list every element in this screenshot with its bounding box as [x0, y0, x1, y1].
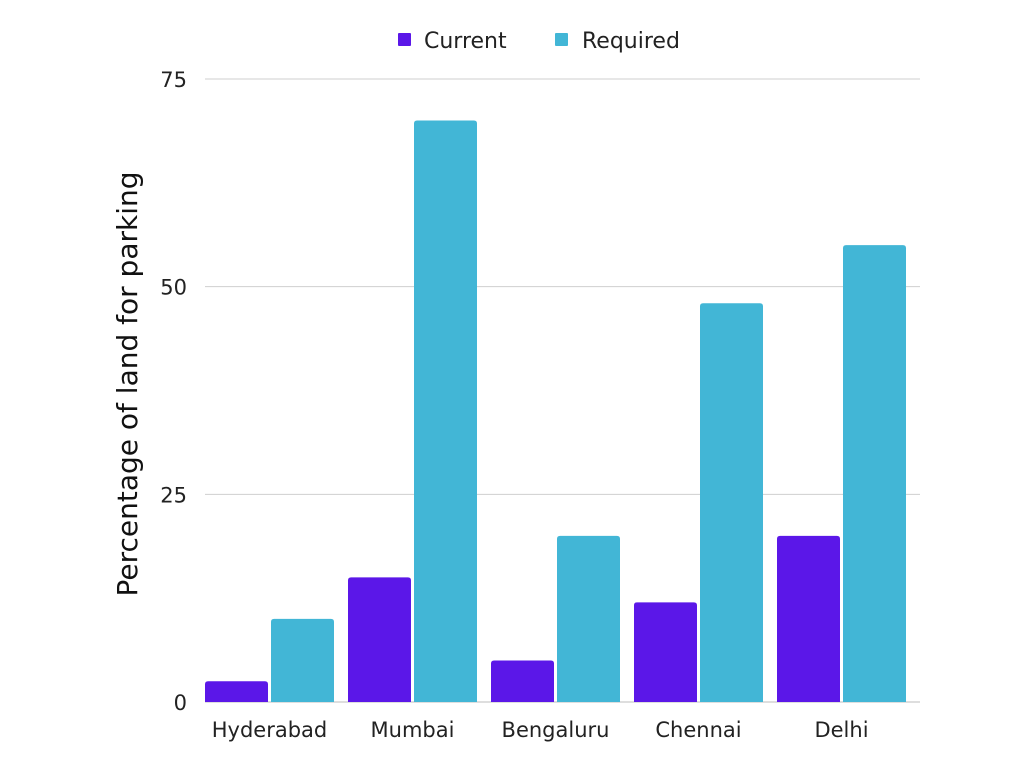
y-tick-label-75: 75 [160, 68, 187, 92]
bar-required-chennai [700, 303, 763, 702]
legend-label-required: Required [582, 29, 680, 54]
bar-current-hyderabad [205, 681, 268, 702]
legend-label-current: Current [424, 29, 507, 54]
y-axis-ticks: 0 25 50 75 [160, 68, 187, 715]
y-tick-label-50: 50 [160, 276, 187, 300]
bar-current-mumbai [348, 577, 411, 702]
legend-swatch-current [398, 33, 411, 46]
x-tick-label-delhi: Delhi [814, 718, 868, 742]
x-tick-label-mumbai: Mumbai [371, 718, 455, 742]
bar-current-delhi [777, 535, 840, 702]
legend: Current Required [398, 29, 680, 54]
bar-required-delhi [843, 245, 906, 702]
x-tick-label-chennai: Chennai [655, 718, 741, 742]
y-axis-title: Percentage of land for parking [111, 171, 144, 596]
x-tick-label-hyderabad: Hyderabad [212, 718, 328, 742]
bar-required-mumbai [414, 120, 477, 703]
legend-swatch-required [555, 33, 568, 46]
bar-current-bengaluru [491, 660, 554, 702]
bar-current-chennai [634, 602, 697, 702]
y-tick-label-0: 0 [174, 691, 187, 715]
x-tick-label-bengaluru: Bengaluru [502, 718, 610, 742]
bar-required-bengaluru [557, 535, 620, 702]
y-tick-label-25: 25 [160, 483, 187, 507]
x-axis-labels: Hyderabad Mumbai Bengaluru Chennai Delhi [212, 718, 869, 742]
bars [205, 120, 906, 703]
bar-required-hyderabad [271, 618, 334, 702]
